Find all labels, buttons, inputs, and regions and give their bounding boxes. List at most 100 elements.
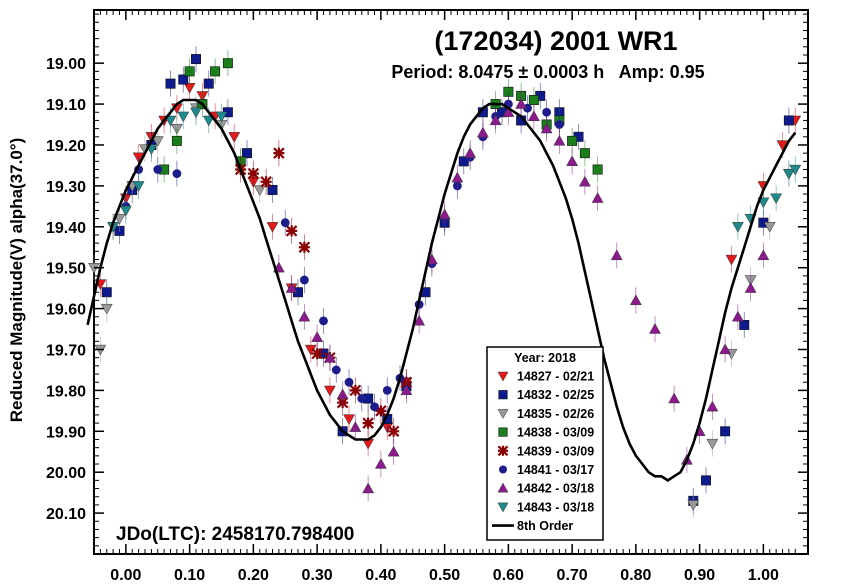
x-tick-label: 1.00 [748,567,779,584]
legend-title: Year: 2018 [514,351,576,365]
data-point [177,111,190,123]
data-point [164,115,177,127]
data-point [336,388,349,400]
data-point [228,132,241,143]
data-point [285,225,298,237]
data-point [362,417,374,429]
data-point [344,377,354,387]
data-point [515,98,528,109]
data-point [119,205,132,217]
data-point [210,66,221,77]
x-tick-label: 0.70 [557,567,588,584]
data-point [260,176,272,188]
legend-marker [497,445,509,457]
legend-marker [497,409,509,419]
data-point [374,458,387,469]
legend-label: 14838 - 03/09 [517,426,594,440]
data-point [253,185,266,196]
data-point [178,74,189,85]
data-point [464,147,477,158]
data-point [343,414,355,426]
data-point [527,110,540,121]
data-point [387,445,400,457]
data-point [101,287,112,298]
chart-subtitle: Period: 8.0475 ± 0.0003 h Amp: 0.95 [391,62,704,82]
data-point [649,323,661,334]
legend-marker [497,371,509,382]
data-point [298,310,311,322]
legend-label: 14835 - 02/26 [517,407,594,421]
data-point [311,331,324,342]
legend-label: 14841 - 03/17 [517,463,594,477]
y-tick-label: 19.30 [46,179,86,196]
data-point [528,95,539,105]
epoch-annotation: JDo(LTC): 2458170.798400 [116,524,354,545]
legend-marker [498,427,508,437]
data-point [203,78,214,89]
y-tick-label: 19.20 [46,138,86,155]
y-tick-label: 19.80 [46,383,86,400]
data-point [720,426,731,437]
data-point [701,475,711,486]
x-tick-label: 0.20 [238,567,269,584]
data-point [668,392,681,404]
data-point [202,115,215,127]
x-tick-label: 0.90 [684,567,715,584]
data-point [215,111,228,123]
legend-marker [497,482,509,493]
legend-label: 14832 - 02/25 [517,388,594,402]
y-axis-label: Reduced Magnitude(V) alpha(37.0°) [7,138,26,423]
data-point [413,314,426,326]
data-point [739,319,750,330]
data-point [222,58,233,69]
data-point [299,275,309,285]
data-point [731,310,744,322]
data-point [687,500,700,511]
data-point [331,365,341,375]
y-tick-label: 20.00 [46,465,86,482]
data-point [451,171,464,183]
y-tick-label: 19.10 [46,97,86,114]
data-point [362,482,375,494]
y-tick-label: 19.00 [46,56,86,73]
data-point [744,282,757,293]
data-point [165,78,176,89]
data-point [242,148,252,159]
x-tick-label: 0.50 [429,567,460,584]
data-point [542,107,552,117]
data-point [311,347,323,360]
chart-title: (172034) 2001 WR1 [434,26,677,56]
data-point [323,385,336,397]
data-point [349,421,362,432]
data-point [151,136,164,147]
data-point [400,384,413,396]
x-tick-label: 0.10 [174,567,205,584]
data-point [190,107,202,119]
y-tick-label: 19.70 [46,342,86,359]
data-point [370,402,379,412]
data-point [567,135,578,146]
data-point [502,106,515,117]
fit-curve-line [86,98,797,482]
legend-marker [497,502,509,513]
data-point [789,164,802,176]
x-tick-label: 0.60 [493,567,524,584]
x-axis: 0.00 0.10 0.20 0.30 0.40 0.50 0.60 0.70 0.80 0.90… [93,10,796,584]
data-point [610,249,623,261]
y-tick-label: 19.40 [46,220,86,237]
data-point [382,385,392,395]
data-point [153,165,163,174]
data-point [579,148,590,159]
data-point [540,122,553,134]
data-point [267,184,278,195]
data-point [629,294,642,306]
data-point [476,126,489,138]
data-point [553,134,566,146]
data-point [706,438,719,450]
x-tick-label: 0.00 [110,567,141,584]
data-point [783,115,794,126]
data-point [280,218,290,228]
legend-label: 14827 - 02/21 [517,370,594,384]
data-point [191,54,201,65]
